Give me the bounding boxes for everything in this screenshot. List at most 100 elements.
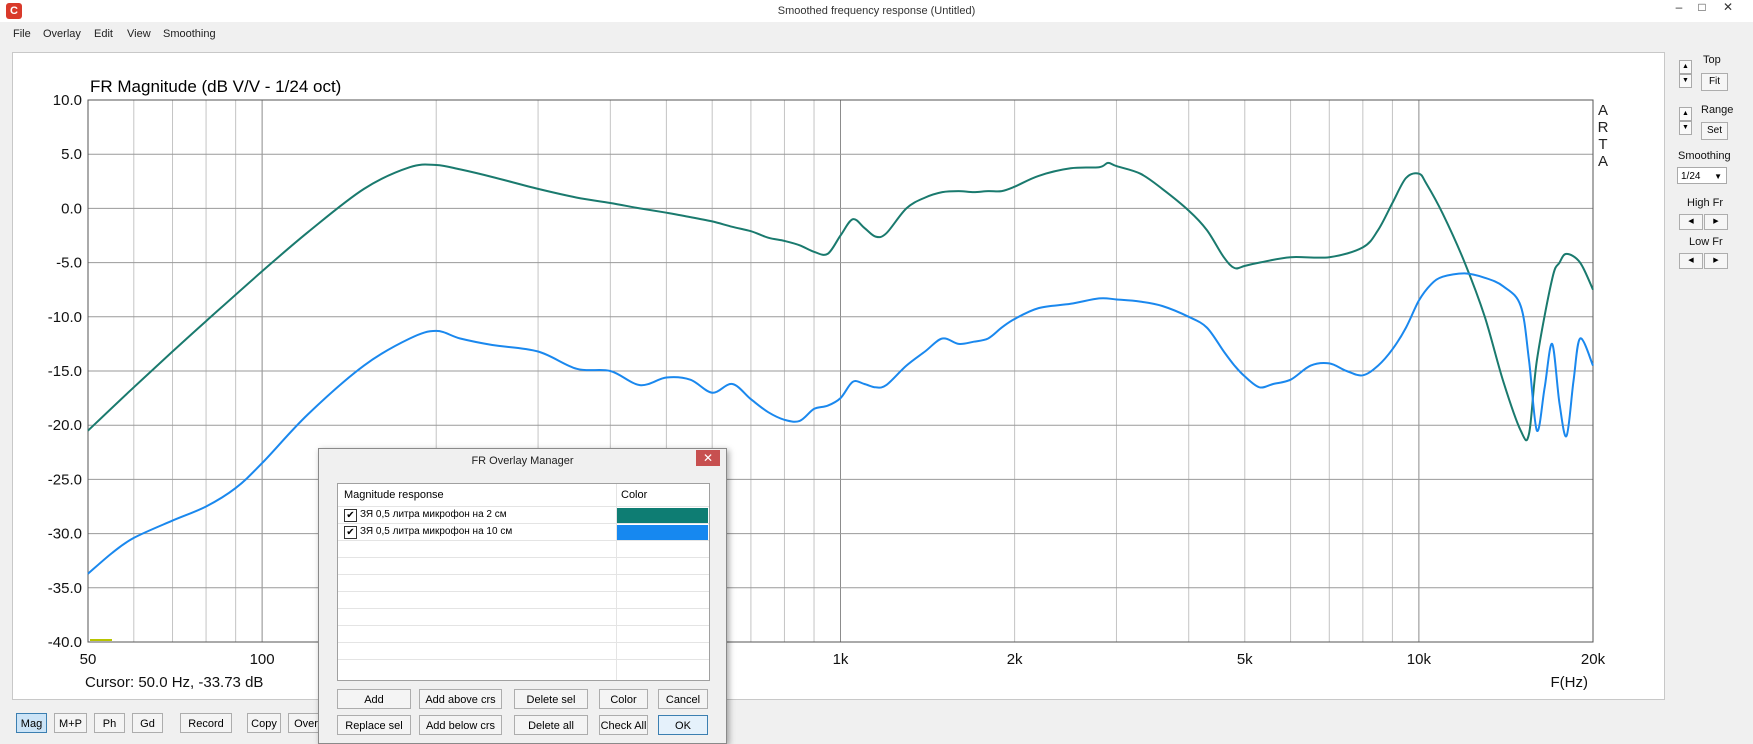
ok-button[interactable]: OK: [658, 715, 708, 735]
x-tick-label: 2k: [1007, 651, 1023, 668]
bottom-toolbar: Mag M+P Ph Gd Record Copy Over: [0, 706, 1753, 742]
overlay-button[interactable]: Over: [288, 713, 324, 733]
checkbox[interactable]: ✔: [344, 509, 357, 522]
mp-button[interactable]: M+P: [54, 713, 87, 733]
minimize-icon[interactable]: –: [1675, 0, 1683, 14]
plot-panel[interactable]: 10.0 5.0 0.0 -5.0 -10.0 -15.0 -20.0 -25.0 -30.0 -…: [12, 52, 1665, 700]
range-down-icon[interactable]: ▼: [1679, 121, 1692, 135]
add-button[interactable]: Add: [337, 689, 411, 709]
empty-row: [338, 642, 709, 660]
empty-row: [338, 540, 709, 558]
y-tick-label: 0.0: [61, 200, 82, 217]
y-tick-label: 5.0: [61, 146, 82, 163]
window-title: Smoothed frequency response (Untitled): [777, 5, 976, 17]
x-tick-label: 10k: [1407, 651, 1432, 668]
smoothing-value: 1/24: [1681, 171, 1701, 182]
empty-row: [338, 557, 709, 575]
arta-brand-letter: A: [1598, 102, 1608, 119]
list-item[interactable]: ✔ ЗЯ 0,5 литра микрофон на 10 см: [338, 523, 709, 541]
empty-row: [338, 625, 709, 643]
ph-button[interactable]: Ph: [94, 713, 125, 733]
x-tick-label: 100: [250, 651, 275, 668]
top-label: Top: [1703, 54, 1721, 66]
fr-overlay-manager-dialog: FR Overlay Manager ✕ Magnitude response …: [318, 448, 727, 744]
overlay-label: ЗЯ 0,5 литра микрофон на 2 см: [360, 509, 507, 520]
delete-sel-button[interactable]: Delete sel: [514, 689, 588, 709]
add-below-crs-button[interactable]: Add below crs: [419, 715, 502, 735]
replace-sel-button[interactable]: Replace sel: [337, 715, 411, 735]
y-tick-label: -40.0: [48, 634, 82, 651]
arta-brand-letter: T: [1598, 136, 1607, 153]
menu-bar: File Overlay Edit View Smoothing: [0, 24, 1753, 42]
title-bar: C Smoothed frequency response (Untitled)…: [0, 0, 1753, 22]
menu-view[interactable]: View: [127, 28, 151, 40]
cursor-readout: Cursor: 50.0 Hz, -33.73 dB: [85, 674, 263, 691]
menu-overlay[interactable]: Overlay: [43, 28, 81, 40]
high-fr-right-icon[interactable]: ▶: [1704, 214, 1728, 230]
overlay-list[interactable]: Magnitude response Color ✔ ЗЯ 0,5 литра …: [337, 483, 710, 681]
smoothing-select[interactable]: 1/24 ▼: [1677, 167, 1727, 184]
low-fr-left-icon[interactable]: ◀: [1679, 253, 1703, 269]
high-fr-left-icon[interactable]: ◀: [1679, 214, 1703, 230]
x-tick-label: 20k: [1581, 651, 1606, 668]
check-all-button[interactable]: Check All: [599, 715, 648, 735]
list-item[interactable]: ✔ ЗЯ 0,5 литра микрофон на 2 см: [338, 506, 709, 524]
x-axis-label: F(Hz): [1551, 674, 1589, 691]
cancel-button[interactable]: Cancel: [658, 689, 708, 709]
smoothing-label: Smoothing: [1678, 150, 1731, 162]
empty-row: [338, 591, 709, 609]
x-tick-label: 5k: [1237, 651, 1253, 668]
x-tick-label: 1k: [833, 651, 849, 668]
gd-button[interactable]: Gd: [132, 713, 163, 733]
empty-row: [338, 659, 709, 677]
series-line-1: [87, 161, 1594, 442]
y-tick-label: -20.0: [48, 417, 82, 434]
empty-row: [338, 608, 709, 626]
arta-brand-letter: A: [1598, 153, 1608, 170]
color-button[interactable]: Color: [599, 689, 648, 709]
maximize-icon[interactable]: □: [1698, 0, 1706, 14]
dialog-close-icon[interactable]: ✕: [696, 450, 720, 466]
top-up-icon[interactable]: ▲: [1679, 60, 1692, 74]
menu-edit[interactable]: Edit: [94, 28, 113, 40]
arta-app-icon[interactable]: C: [6, 3, 22, 19]
y-tick-label: -15.0: [48, 363, 82, 380]
x-tick-label: 50: [80, 651, 97, 668]
chevron-down-icon: ▼: [1714, 172, 1722, 181]
add-above-crs-button[interactable]: Add above crs: [419, 689, 502, 709]
column-magnitude-response: Magnitude response: [344, 489, 444, 501]
mag-button[interactable]: Mag: [16, 713, 47, 733]
y-tick-label: -25.0: [48, 471, 82, 488]
y-tick-label: -30.0: [48, 526, 82, 543]
column-color: Color: [621, 489, 648, 501]
arta-brand-letter: R: [1598, 119, 1609, 136]
chart-title: FR Magnitude (dB V/V - 1/24 oct): [90, 77, 341, 96]
top-down-icon[interactable]: ▼: [1679, 74, 1692, 88]
column-divider: [616, 484, 617, 680]
y-tick-label: 10.0: [53, 92, 82, 109]
range-up-icon[interactable]: ▲: [1679, 107, 1692, 121]
menu-smoothing[interactable]: Smoothing: [163, 28, 216, 40]
right-control-panel: ▲ ▼ Top Fit ▲ ▼ Range Set Smoothing 1/24…: [1668, 50, 1753, 280]
color-swatch[interactable]: [617, 508, 708, 523]
fr-magnitude-chart[interactable]: 10.0 5.0 0.0 -5.0 -10.0 -15.0 -20.0 -25.0 -30.0 -…: [13, 53, 1664, 699]
close-icon[interactable]: ✕: [1722, 0, 1734, 14]
range-label: Range: [1701, 104, 1734, 116]
empty-row: [338, 574, 709, 592]
fit-button[interactable]: Fit: [1701, 73, 1728, 91]
low-fr-right-icon[interactable]: ▶: [1704, 253, 1728, 269]
color-swatch[interactable]: [617, 525, 708, 540]
plot-frame: [87, 99, 1594, 643]
y-tick-label: -10.0: [48, 309, 82, 326]
y-tick-label: -5.0: [56, 255, 82, 272]
overlay-label: ЗЯ 0,5 литра микрофон на 10 см: [360, 526, 513, 537]
checkbox[interactable]: ✔: [344, 526, 357, 539]
record-button[interactable]: Record: [180, 713, 232, 733]
low-fr-label: Low Fr: [1689, 236, 1723, 248]
dialog-title: FR Overlay Manager: [471, 455, 574, 467]
menu-file[interactable]: File: [13, 28, 31, 40]
series-line-2: [87, 272, 1594, 575]
copy-button[interactable]: Copy: [247, 713, 281, 733]
set-button[interactable]: Set: [1701, 122, 1728, 140]
delete-all-button[interactable]: Delete all: [514, 715, 588, 735]
